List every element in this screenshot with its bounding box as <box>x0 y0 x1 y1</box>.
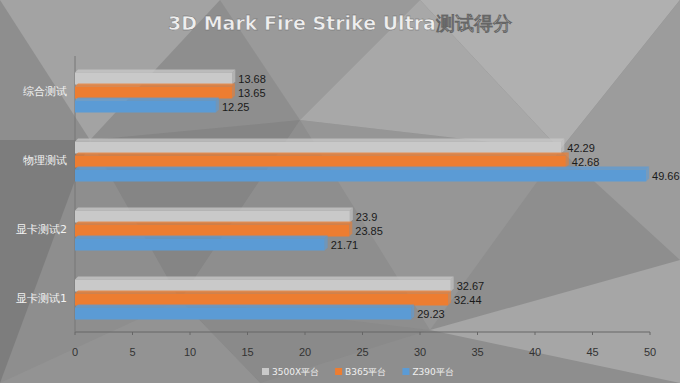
bar <box>75 156 566 168</box>
data-label: 13.65 <box>238 87 266 99</box>
bar-top <box>75 98 219 101</box>
bar <box>75 211 350 223</box>
tick-label: 10 <box>184 346 196 358</box>
bar-top <box>75 291 451 294</box>
legend-swatch <box>402 368 409 375</box>
tick-label: 50 <box>644 346 656 358</box>
data-label: 49.66 <box>652 170 680 182</box>
data-label: 29.23 <box>417 308 445 320</box>
category-label: 物理测试 <box>23 154 67 167</box>
bar <box>75 294 448 306</box>
category-label: 显卡测试2 <box>16 223 67 236</box>
bar <box>75 170 646 182</box>
x-axis <box>75 332 650 333</box>
tick-label: 40 <box>529 346 541 358</box>
tick-label: 30 <box>414 346 426 358</box>
data-label: 21.71 <box>331 239 359 251</box>
data-label: 23.9 <box>356 211 377 223</box>
bar-top <box>75 167 649 170</box>
bar-top <box>75 305 414 308</box>
data-labels: 13.68 13.65 12.25 42.29 42.68 49.66 23.9 23.85 2… <box>222 73 680 320</box>
background <box>0 0 680 383</box>
bar-top <box>75 208 353 211</box>
tick-label: 25 <box>356 346 368 358</box>
legend-swatch <box>335 368 342 375</box>
category-label: 综合测试 <box>23 85 67 98</box>
data-label: 32.67 <box>457 280 485 292</box>
bar <box>75 280 451 292</box>
bar <box>75 142 561 154</box>
data-label: 42.29 <box>567 142 595 154</box>
tick-label: 20 <box>299 346 311 358</box>
background-shape <box>560 0 680 260</box>
category-label: 显卡测试1 <box>16 292 67 305</box>
bar-top <box>75 84 235 87</box>
data-label: 13.68 <box>238 73 266 85</box>
bar <box>75 101 216 113</box>
tick-label: 15 <box>241 346 253 358</box>
tick-label: 0 <box>72 346 78 358</box>
data-label: 42.68 <box>572 156 600 168</box>
bar <box>75 225 349 237</box>
bars <box>75 70 649 320</box>
data-label: 23.85 <box>355 225 383 237</box>
legend-label: 3500X平台 <box>272 367 319 377</box>
bar <box>75 87 232 99</box>
tick-label: 45 <box>586 346 598 358</box>
data-label: 12.25 <box>222 101 250 113</box>
bar-top <box>75 222 352 225</box>
tick-label: 35 <box>471 346 483 358</box>
bar-top <box>75 153 569 156</box>
data-label: 32.44 <box>454 294 482 306</box>
bar-top <box>75 277 454 280</box>
background-shape <box>430 260 680 383</box>
bar <box>75 308 411 320</box>
bar-top <box>75 236 328 239</box>
bar <box>75 239 325 251</box>
legend-label: B365平台 <box>345 367 386 377</box>
chart: 3D Mark Fire Strike Ultra测试得分 0 5 10 15 20 25 3… <box>0 0 680 383</box>
legend-swatch <box>262 368 269 375</box>
legend-label: Z390平台 <box>412 367 453 377</box>
tick-label: 5 <box>129 346 135 358</box>
bar-top <box>75 139 564 142</box>
bar <box>75 73 232 85</box>
title: 3D Mark Fire Strike Ultra测试得分 <box>168 12 513 34</box>
bar-top <box>75 70 235 73</box>
